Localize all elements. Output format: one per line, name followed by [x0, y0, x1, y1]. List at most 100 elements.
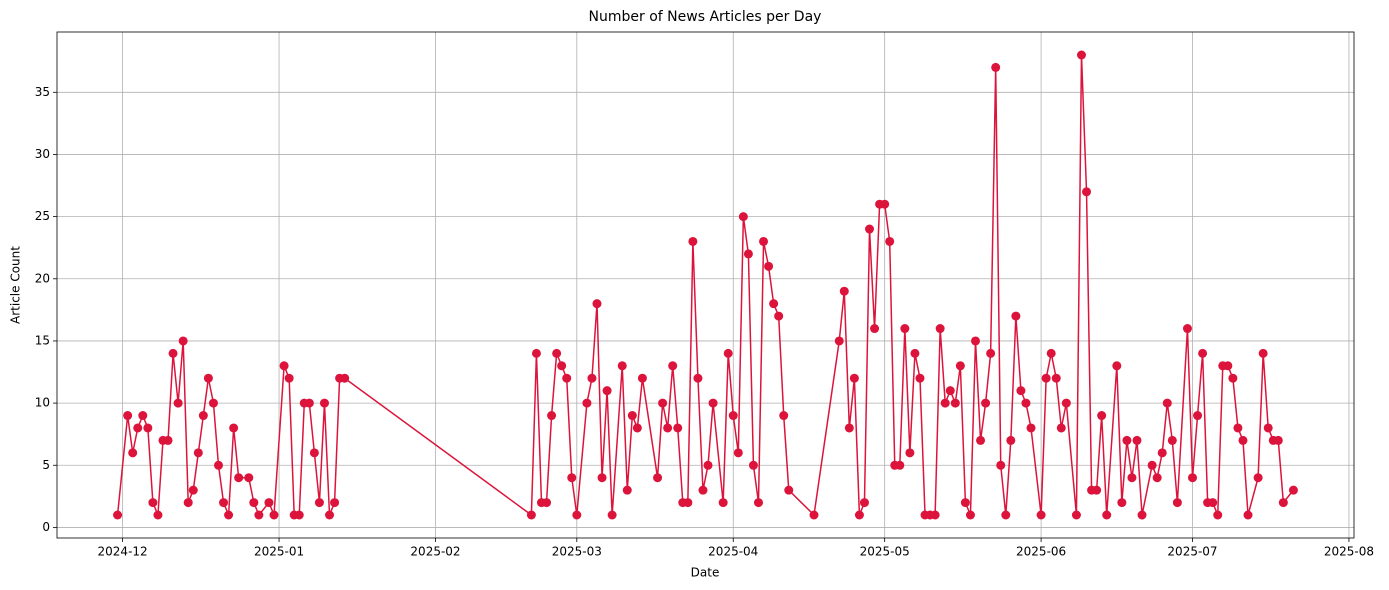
- data-point: [234, 473, 244, 483]
- data-point: [1233, 423, 1243, 433]
- data-point: [1167, 435, 1177, 445]
- data-point: [991, 62, 1001, 72]
- data-point: [1137, 510, 1147, 520]
- data-point: [340, 373, 350, 383]
- data-point: [668, 361, 678, 371]
- data-point: [839, 286, 849, 296]
- data-point: [955, 361, 965, 371]
- data-point: [743, 249, 753, 259]
- data-point: [1026, 423, 1036, 433]
- data-point: [138, 411, 148, 421]
- data-point: [1182, 324, 1192, 334]
- data-point: [173, 398, 183, 408]
- data-point: [910, 348, 920, 358]
- data-point: [552, 348, 562, 358]
- data-point: [1223, 361, 1233, 371]
- data-point: [1051, 373, 1061, 383]
- data-point: [930, 510, 940, 520]
- data-point: [193, 448, 203, 458]
- data-point: [1016, 386, 1026, 396]
- data-point: [254, 510, 264, 520]
- data-point: [1006, 435, 1016, 445]
- y-tick-label: 35: [35, 85, 50, 99]
- chart-title: Number of News Articles per Day: [589, 9, 822, 25]
- data-point: [153, 510, 163, 520]
- data-point: [304, 398, 314, 408]
- data-point: [683, 498, 693, 508]
- data-point: [865, 224, 875, 234]
- data-point: [1157, 448, 1167, 458]
- data-point: [703, 460, 713, 470]
- data-point: [229, 423, 239, 433]
- x-tick-label: 2025-06: [1016, 545, 1066, 559]
- data-point: [986, 348, 996, 358]
- data-point: [1243, 510, 1253, 520]
- data-point: [1193, 411, 1203, 421]
- data-point: [607, 510, 617, 520]
- data-point: [113, 510, 123, 520]
- data-point: [976, 435, 986, 445]
- data-point: [557, 361, 567, 371]
- data-point: [279, 361, 289, 371]
- x-axis-label: Date: [691, 566, 720, 580]
- data-point: [597, 473, 607, 483]
- data-point: [693, 373, 703, 383]
- data-point: [148, 498, 158, 508]
- data-point: [567, 473, 577, 483]
- data-point: [1097, 411, 1107, 421]
- data-point: [854, 510, 864, 520]
- data-point: [880, 199, 890, 209]
- data-point: [1253, 473, 1263, 483]
- data-point: [1117, 498, 1127, 508]
- data-point: [1021, 398, 1031, 408]
- data-point: [1036, 510, 1046, 520]
- data-point: [764, 261, 774, 271]
- data-point: [915, 373, 925, 383]
- x-tick-label: 2025-04: [708, 545, 758, 559]
- data-point: [1208, 498, 1218, 508]
- data-point: [1112, 361, 1122, 371]
- data-point: [1162, 398, 1172, 408]
- data-point: [1273, 435, 1283, 445]
- data-point: [965, 510, 975, 520]
- data-point: [562, 373, 572, 383]
- data-point: [1213, 510, 1223, 520]
- data-point: [1122, 435, 1132, 445]
- data-point: [1258, 348, 1268, 358]
- data-point: [123, 411, 133, 421]
- y-tick-label: 5: [42, 458, 50, 472]
- data-point: [950, 398, 960, 408]
- data-point: [143, 423, 153, 433]
- data-point: [708, 398, 718, 408]
- data-point: [653, 473, 663, 483]
- data-point: [1147, 460, 1157, 470]
- data-point: [572, 510, 582, 520]
- data-point: [895, 460, 905, 470]
- data-point: [284, 373, 294, 383]
- data-point: [859, 498, 869, 508]
- data-point: [1082, 187, 1092, 197]
- y-tick-label: 25: [35, 209, 50, 223]
- data-point: [673, 423, 683, 433]
- data-point: [224, 510, 234, 520]
- data-point: [183, 498, 193, 508]
- data-point: [728, 411, 738, 421]
- data-point: [208, 398, 218, 408]
- data-point: [1071, 510, 1081, 520]
- data-point: [1152, 473, 1162, 483]
- data-point: [203, 373, 213, 383]
- data-point: [294, 510, 304, 520]
- data-point: [663, 423, 673, 433]
- data-point: [718, 498, 728, 508]
- plot-frame: [56, 31, 1355, 539]
- data-point: [1188, 473, 1198, 483]
- data-point: [1198, 348, 1208, 358]
- data-point: [592, 299, 602, 309]
- data-point: [198, 411, 208, 421]
- data-point: [314, 498, 324, 508]
- data-point: [269, 510, 279, 520]
- data-point: [163, 435, 173, 445]
- data-point: [753, 498, 763, 508]
- data-point: [905, 448, 915, 458]
